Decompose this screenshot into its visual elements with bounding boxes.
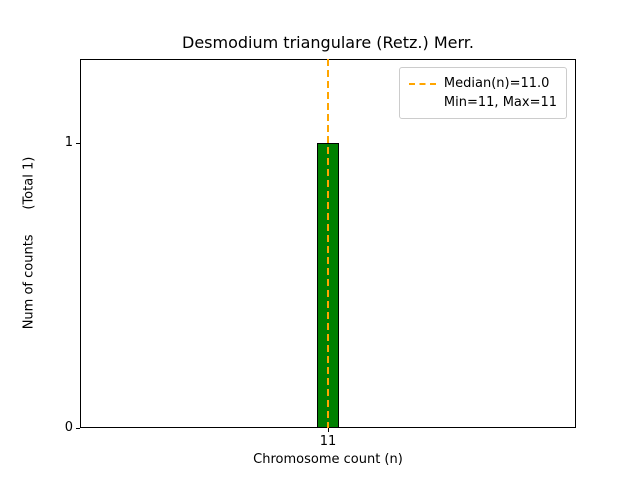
median-line [327,59,329,428]
tick-mark [76,142,80,144]
legend: Median(n)=11.0 Min=11, Max=11 [398,67,567,119]
legend-entry-median: Median(n)=11.0 [408,74,557,93]
tick-mark [327,428,329,432]
legend-label-minmax: Min=11, Max=11 [443,95,557,110]
y-tick-label: 0 [64,420,73,435]
x-tick-label: 11 [319,434,337,449]
legend-label-median: Median(n)=11.0 [443,76,550,91]
x-axis-label: Chromosome count (n) [253,452,403,467]
legend-entry-minmax: Min=11, Max=11 [409,93,557,112]
tick-mark [76,427,80,429]
y-tick-label: 1 [64,135,73,151]
median-line-sample-icon [408,82,436,85]
chart-title: Desmodium triangulare (Retz.) Merr. [182,33,474,52]
y-axis-label: Num of counts (Total 1) [21,156,37,330]
